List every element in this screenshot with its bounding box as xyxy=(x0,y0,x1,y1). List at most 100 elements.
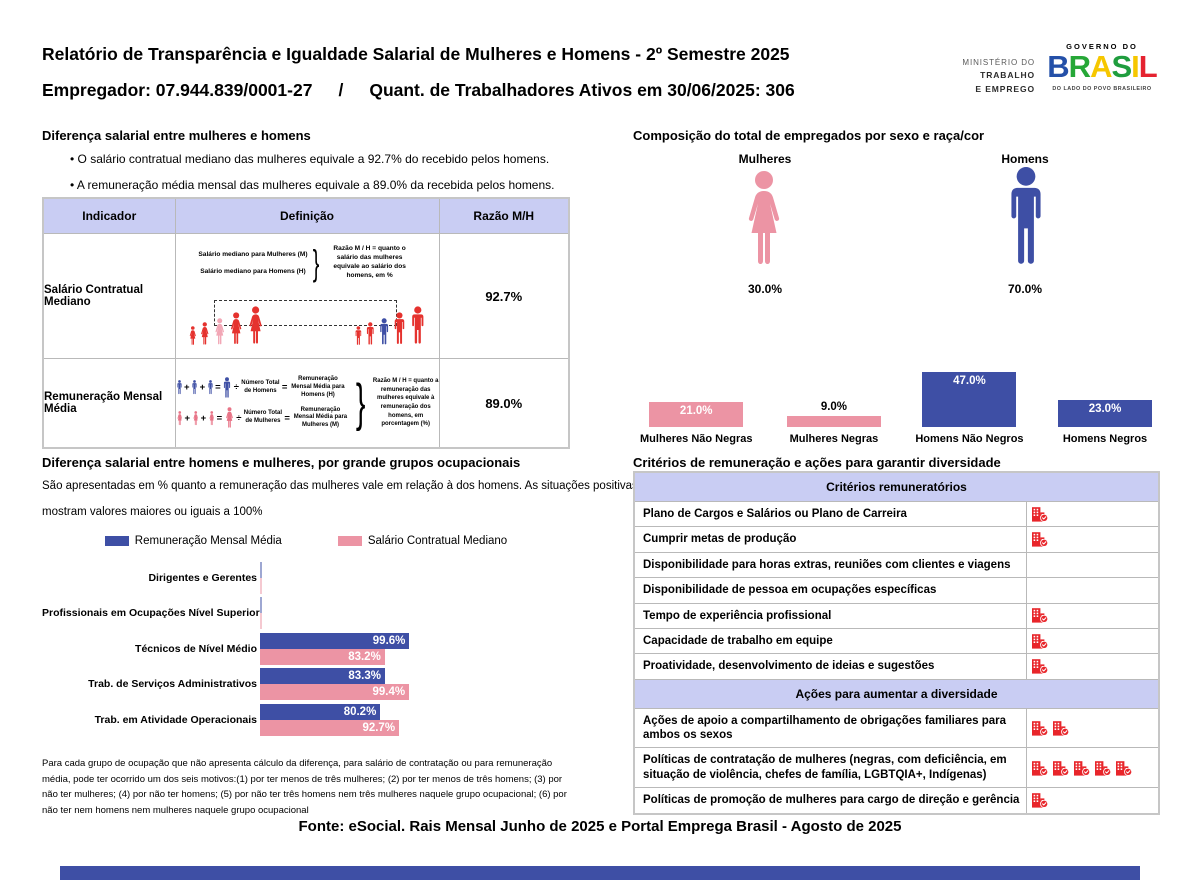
building-check-icon xyxy=(1031,532,1048,548)
occupational-bar xyxy=(260,561,262,578)
person-icon xyxy=(355,326,362,345)
person-icon xyxy=(379,318,388,345)
occupational-bar-pair: 99.6% 83.2% xyxy=(260,632,410,665)
men-numerator-text: Número Total de Homens xyxy=(241,380,280,394)
occupational-category-label: Trab. em Atividade Operacionais xyxy=(94,713,257,726)
race-value-label: 47.0% xyxy=(953,375,986,387)
occupational-heading: Diferença salarial entre homens e mulher… xyxy=(42,455,521,470)
brace-glyph: } xyxy=(312,242,319,283)
bar-value-label: 80.2% xyxy=(343,705,377,718)
race-value-label: 21.0% xyxy=(679,405,713,417)
plus-sign: + xyxy=(184,382,190,394)
criteria-row: Ações de apoio a compartilhamento de obr… xyxy=(633,707,1160,749)
criteria-icons-cell xyxy=(1025,707,1160,749)
criteria-label: Disponibilidade para horas extras, reuni… xyxy=(633,551,1027,579)
man-icon xyxy=(192,380,197,395)
mulheres-label: Mulheres xyxy=(738,152,792,166)
person-icon xyxy=(189,326,196,345)
bar-value-label: 99.6% xyxy=(372,634,406,647)
criteria-icons-cell xyxy=(1025,627,1160,655)
occupational-category-label: Profissionais em Ocupações Nível Superio… xyxy=(42,607,260,620)
building-check-icon xyxy=(1115,760,1132,776)
building-check-icon xyxy=(1031,507,1048,522)
median-ratio-value: 92.7% xyxy=(438,233,570,359)
race-bar xyxy=(786,416,881,427)
homens-label: Homens xyxy=(1001,152,1049,166)
occupational-category-label: Trab. de Serviços Administrativos xyxy=(88,678,257,691)
legend-label: Remuneração Mensal Média xyxy=(134,535,282,547)
person-icon xyxy=(249,306,262,344)
man-pictogram-icon xyxy=(1011,167,1041,264)
women-result-text: Remuneração Mensal Média para Mulheres (… xyxy=(293,406,348,429)
brace-glyph: } xyxy=(356,374,366,432)
legend-swatch-blue xyxy=(104,536,129,546)
equals-sign: = xyxy=(281,382,288,394)
women-numerator-text: Número Total de Mulheres xyxy=(243,410,283,425)
person-icon xyxy=(215,318,224,345)
race-category-label: Homens Não Negros xyxy=(915,433,1024,445)
race-composition-chart: 21.0% Mulheres Não Negras 9.0% Mulheres Neg… xyxy=(640,345,1152,445)
occupational-row: Trab. em Atividade Operacionais 80.2% 92.7… xyxy=(42,702,570,738)
brand-letter: A xyxy=(1090,49,1112,84)
race-category-label: Mulheres Negras xyxy=(789,433,879,445)
criteria-icons-cell xyxy=(1025,747,1160,789)
occupational-bar-pair: 80.2% 92.7% xyxy=(260,703,400,736)
criteria-label: Ações de apoio a compartilhamento de obr… xyxy=(633,707,1027,749)
govbr-brand: BRASIL xyxy=(1042,49,1162,84)
criteria-icons-cell xyxy=(1025,551,1160,579)
salary-gap-heading: Diferença salarial entre mulheres e home… xyxy=(42,128,311,143)
ministry-line: MINISTÉRIO DO xyxy=(962,58,1035,67)
mulheres-percentage: 30.0% xyxy=(747,282,783,296)
occupational-category-label: Dirigentes e Gerentes xyxy=(148,571,257,584)
woman-icon xyxy=(193,410,198,425)
building-check-icon xyxy=(1031,634,1048,649)
homens-percentage: 70.0% xyxy=(1007,282,1043,296)
brand-letter: L xyxy=(1138,49,1158,84)
legend-label: Salário Contratual Mediano xyxy=(367,535,508,547)
criteria-row: Políticas de promoção de mulheres para c… xyxy=(633,787,1160,814)
occupational-bar: 80.2% xyxy=(260,703,381,720)
source-text: Fonte: eSocial. Rais Mensal Junho de 202… xyxy=(298,818,902,835)
occupational-bar: 92.7% xyxy=(260,719,400,736)
footer-blue-bar xyxy=(60,866,1140,880)
woman-icon xyxy=(225,407,233,428)
person-icon xyxy=(367,322,374,345)
occupational-bar: 99.6% xyxy=(260,632,410,649)
occupational-bar xyxy=(260,613,262,630)
page-title: Relatório de Transparência e Igualdade S… xyxy=(42,44,790,64)
criteria-icons-cell xyxy=(1025,500,1160,528)
occupational-footnote: Para cada grupo de ocupação que não apre… xyxy=(42,758,567,816)
occupational-bar-pair xyxy=(260,561,262,594)
criteria-row: Cumprir metas de produção xyxy=(633,526,1160,553)
brand-letter: S xyxy=(1111,49,1132,84)
criteria-icons-cell xyxy=(1025,653,1160,680)
men-result-text: Remuneração Mensal Média para Homens (H) xyxy=(291,376,345,398)
race-bar: 21.0% xyxy=(649,402,744,427)
occupational-bar: 83.3% xyxy=(260,668,385,685)
bar-value-label: 83.3% xyxy=(348,670,381,683)
gov-logo-tagline: DO LADO DO POVO BRASILEIRO xyxy=(1052,85,1152,92)
bar-value-label: 92.7% xyxy=(362,721,396,734)
criteria-row: Capacidade de trabalho em equipe xyxy=(633,627,1160,655)
criteria-label: Políticas de contratação de mulheres (ne… xyxy=(633,747,1027,789)
ministry-line: E EMPREGO xyxy=(975,83,1035,94)
building-check-icon xyxy=(1031,760,1048,776)
building-check-icon xyxy=(1031,659,1048,675)
race-category-label: Mulheres Não Negras xyxy=(640,433,753,445)
legend-swatch-pink xyxy=(337,536,362,546)
plus-sign: + xyxy=(200,412,207,424)
occupational-desc-line1: São apresentadas em % quanto a remuneraç… xyxy=(42,480,638,492)
women-equation: + + = ÷ Número Total de Mulheres = Remun… xyxy=(176,407,350,430)
active-workers: Quant. de Trabalhadores Ativos em 30/06/… xyxy=(369,80,795,100)
people-row-illustration xyxy=(186,298,429,346)
col-header-definicao: Definição xyxy=(174,197,440,234)
plus-sign: + xyxy=(199,382,206,394)
bar-value-label: 99.4% xyxy=(372,686,406,699)
indicator-mean-label: Remuneração Mensal Média xyxy=(42,358,176,449)
equals-sign: = xyxy=(215,382,221,394)
criteria-label: Proatividade, desenvolvimento de ideias … xyxy=(633,653,1027,680)
woman-pictogram-icon xyxy=(748,171,780,264)
occupational-bar-chart: Dirigentes e Gerentes Profissionais em Oc… xyxy=(42,560,570,738)
women-group xyxy=(188,306,266,346)
